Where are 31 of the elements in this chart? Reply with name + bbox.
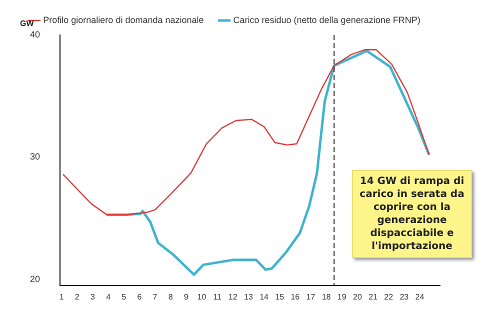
- x-tick-label: 23: [400, 292, 410, 302]
- x-tick-label: 6: [137, 292, 142, 302]
- x-tick-label: 17: [306, 292, 316, 302]
- x-tick-label: 1: [59, 292, 64, 302]
- x-tick-label: 3: [90, 292, 96, 302]
- x-tick-label: 5: [122, 292, 127, 302]
- x-tick-label: 10: [197, 292, 207, 302]
- y-tick-label: 20: [30, 274, 40, 284]
- x-tick-label: 18: [322, 292, 332, 302]
- x-tick-label: 4: [106, 292, 112, 302]
- y-axis-title: GW: [20, 19, 34, 28]
- x-tick-label: 15: [275, 292, 285, 302]
- annotation: 14 GW di rampa di carico in serata da coprire con la generazione dispacciabile e l'importazione: [352, 170, 472, 258]
- legend-label: Profilo giornaliero di domanda nazionale: [43, 14, 204, 25]
- x-tick-label: 19: [337, 292, 347, 302]
- x-tick-label: 21: [368, 292, 378, 302]
- y-tick-label: 40: [30, 29, 40, 40]
- x-tick-label: 14: [260, 292, 270, 302]
- x-tick-label: 8: [168, 292, 174, 302]
- x-tick-label: 7: [152, 292, 158, 302]
- x-tick-label: 20: [353, 292, 362, 302]
- x-tick-label: 11: [213, 292, 222, 302]
- x-tick-label: 22: [384, 292, 394, 302]
- y-tick-label: 30: [30, 152, 40, 162]
- x-tick-label: 16: [290, 292, 300, 302]
- x-tick-label: 24: [415, 292, 425, 302]
- x-tick-label: 13: [244, 292, 254, 302]
- x-tick-label: 2: [74, 292, 80, 302]
- legend-label: Carico residuo (netto della generazione FRNP): [233, 14, 420, 25]
- x-tick-label: 9: [184, 292, 189, 302]
- x-tick-label: 12: [228, 292, 238, 302]
